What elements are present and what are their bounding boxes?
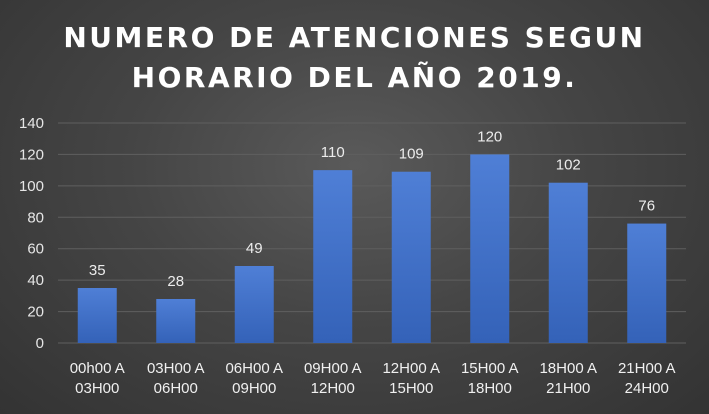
x-tick-label-1: 03H00 A 06H00 (147, 360, 205, 397)
x-tick-label-7: 21H00 A 24H00 (618, 360, 676, 397)
data-label-2: 49 (246, 240, 263, 257)
x-tick-label-6: 18H00 A 21H00 (539, 360, 597, 397)
bar-5 (470, 154, 510, 343)
bar-6 (548, 182, 588, 343)
y-tick-label-40: 40 (27, 272, 44, 289)
y-tick-label-60: 60 (27, 241, 44, 258)
y-tick-label-100: 100 (19, 178, 44, 195)
x-tick-label-2: 06H00 A 09H00 (225, 360, 283, 397)
bar-0 (77, 288, 117, 343)
data-label-5: 120 (477, 128, 502, 145)
data-label-6: 102 (556, 157, 581, 174)
bar-1 (156, 299, 196, 343)
data-label-0: 35 (89, 262, 106, 279)
x-tick-label-5: 15H00 A 18H00 (461, 360, 519, 397)
y-tick-label-140: 140 (19, 115, 44, 132)
data-label-4: 109 (399, 146, 424, 163)
bar-3 (313, 170, 353, 343)
data-label-3: 110 (321, 144, 345, 161)
y-tick-label-0: 0 (36, 335, 44, 352)
data-label-7: 76 (638, 198, 655, 215)
chart-title-line-2: HORARIO DEL AÑO 2019. (131, 61, 578, 94)
y-tick-label-20: 20 (27, 304, 44, 321)
bar-7 (627, 223, 667, 343)
y-tick-label-120: 120 (19, 146, 44, 163)
chart-title-line-1: NUMERO DE ATENCIONES SEGUN (63, 21, 646, 54)
chart-title: NUMERO DE ATENCIONES SEGUN HORARIO DEL A… (0, 18, 709, 98)
bar-2 (234, 266, 274, 343)
x-tick-label-4: 12H00 A 15H00 (382, 360, 440, 397)
data-label-1: 28 (167, 273, 184, 290)
x-tick-label-3: 09H00 A 12H00 (304, 360, 362, 397)
y-tick-label-80: 80 (27, 209, 44, 226)
x-tick-label-0: 00h00 A 03H00 (70, 360, 125, 397)
bar-4 (391, 171, 431, 343)
